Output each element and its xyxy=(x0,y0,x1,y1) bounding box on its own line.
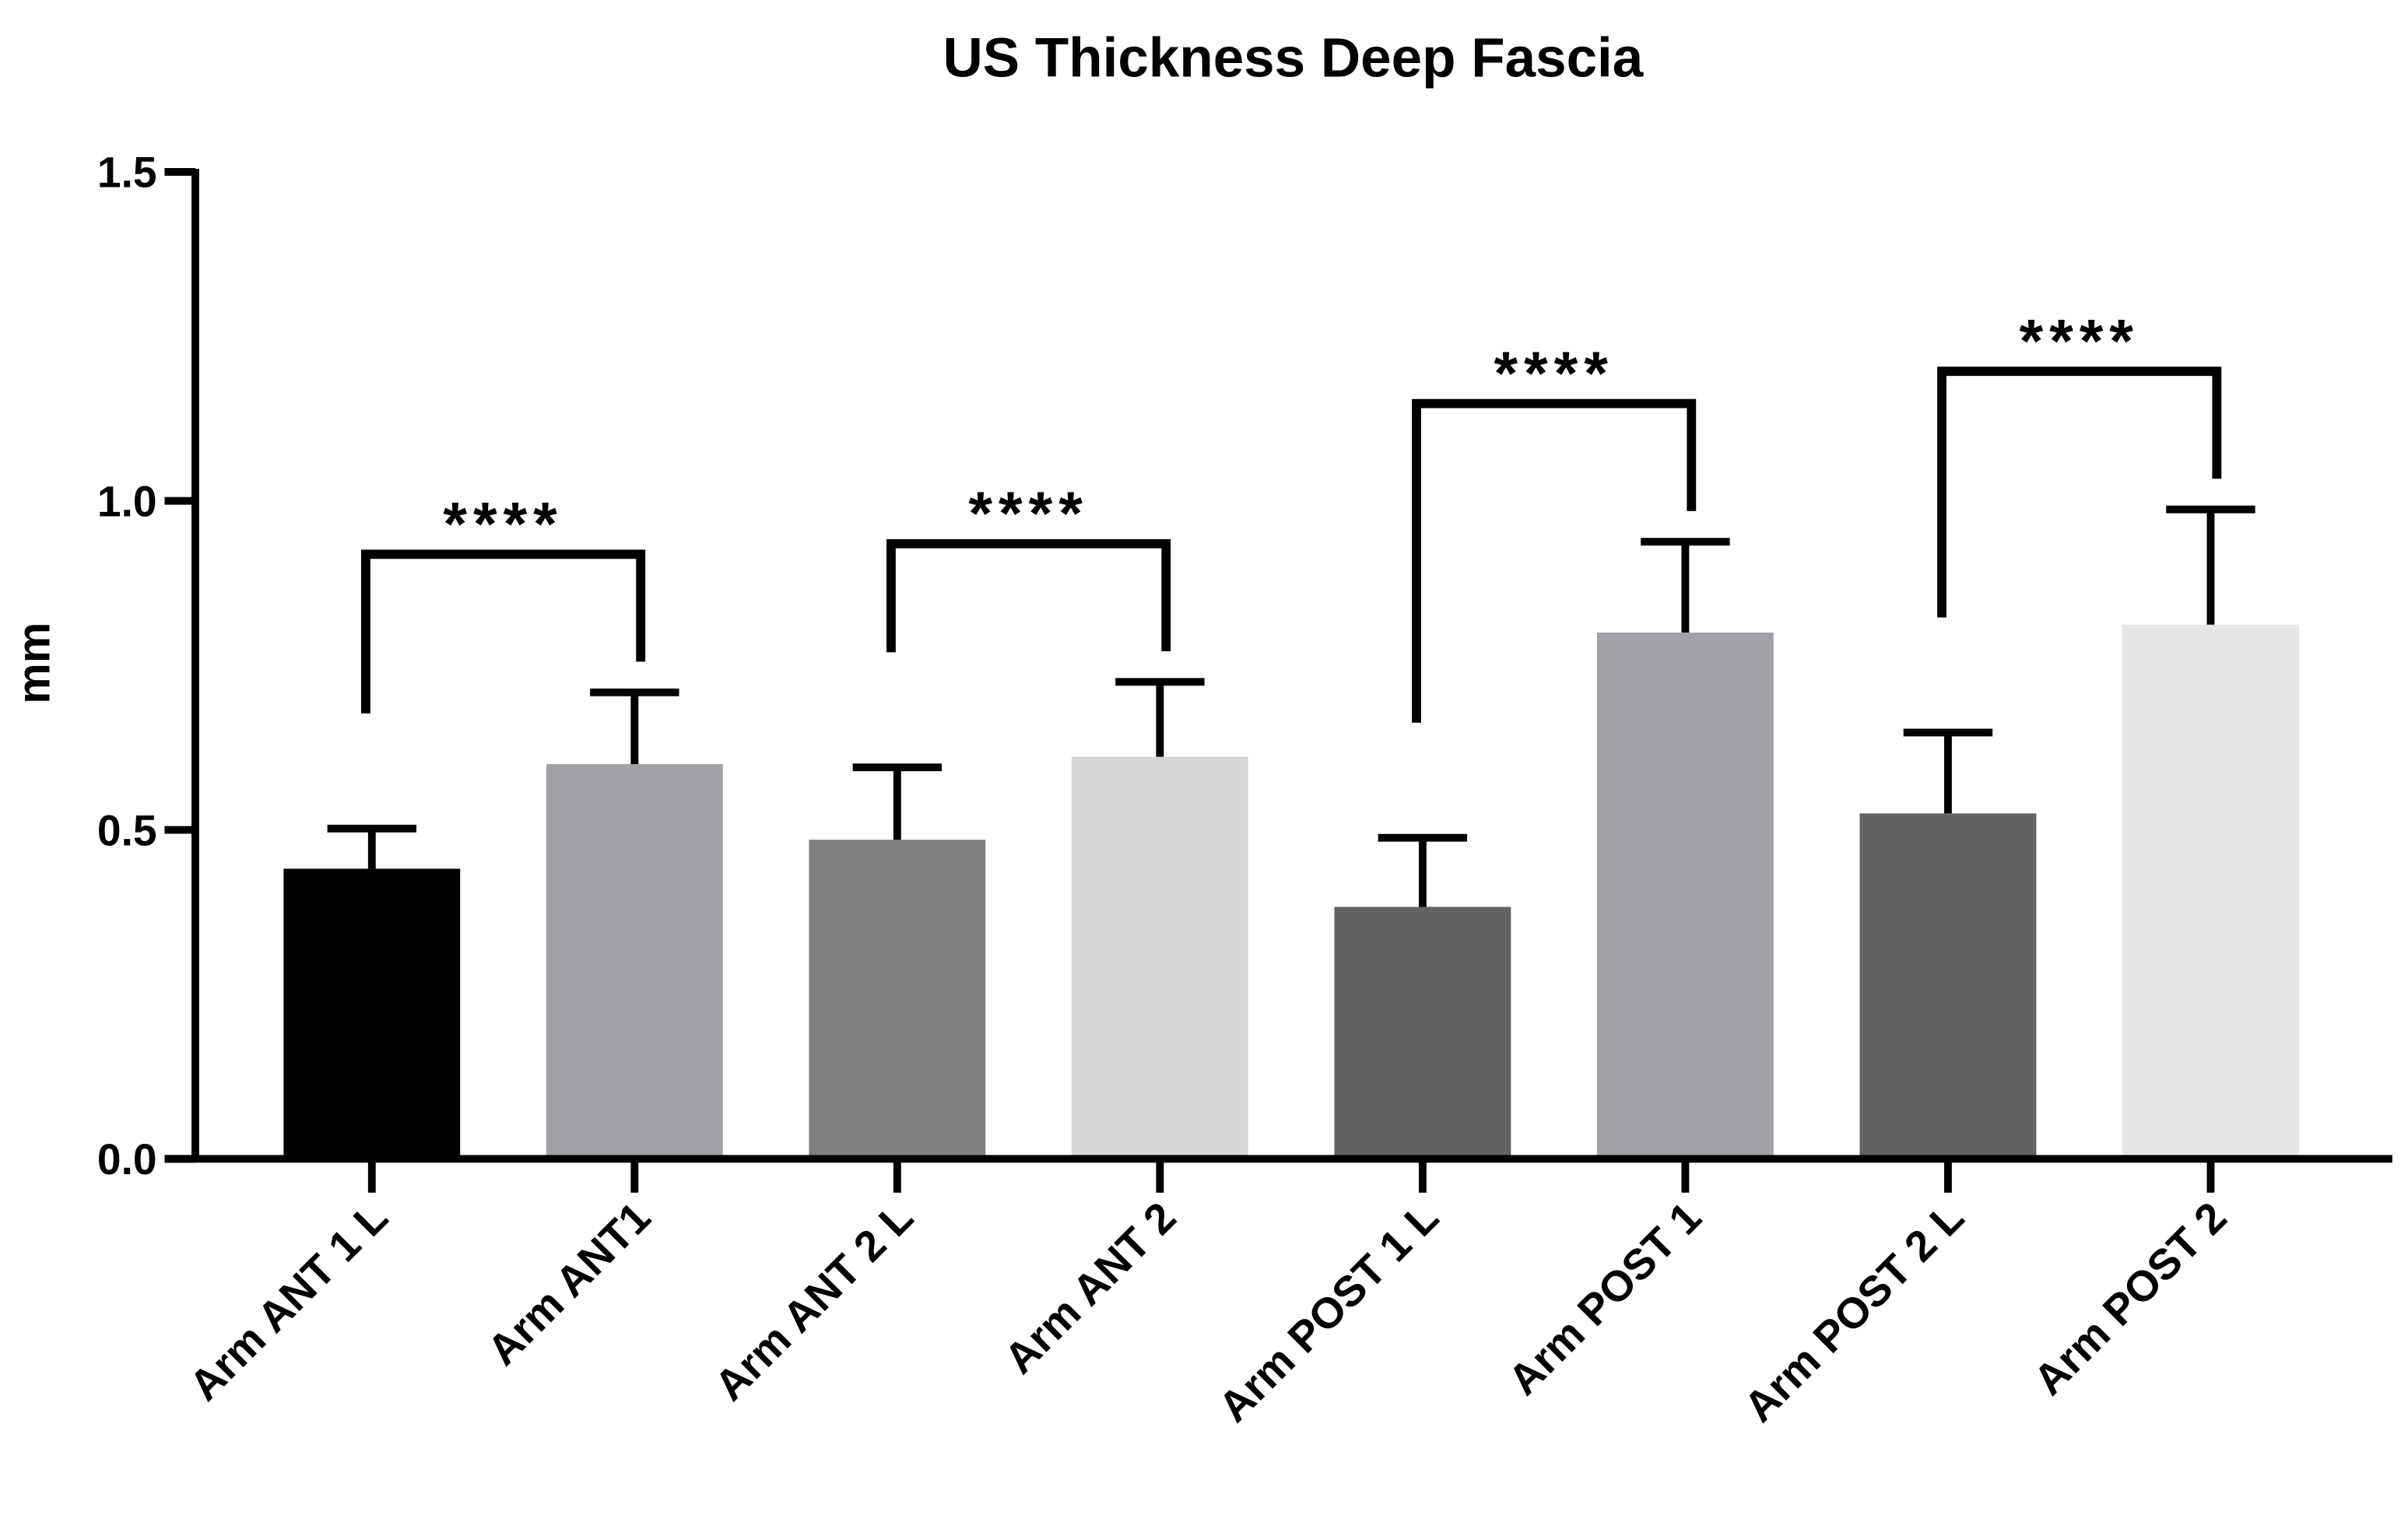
error-bar xyxy=(1115,678,1205,757)
y-tick-label: 1.0 xyxy=(97,477,157,525)
bar xyxy=(546,763,723,1159)
bar xyxy=(283,868,461,1159)
bar xyxy=(1859,813,2037,1159)
y-axis-label: mm xyxy=(8,622,60,704)
x-tick-label: Arm ANT 1 L xyxy=(180,1193,397,1410)
x-tick-label: Arm POST 2 xyxy=(2024,1193,2236,1405)
error-bar xyxy=(1903,728,1993,814)
significance-bracket xyxy=(361,549,646,714)
significance-bracket xyxy=(1937,366,2222,618)
error-bar xyxy=(2166,505,2255,625)
error-bar xyxy=(590,688,679,764)
significance-label: **** xyxy=(2020,307,2139,375)
x-tick-label: Arm ANT 2 xyxy=(995,1193,1185,1383)
x-tick-label: Arm POST 1 L xyxy=(1209,1193,1448,1431)
x-tick-label: Arm ANT1 xyxy=(478,1193,659,1374)
x-tick-label: Arm ANT 2 L xyxy=(705,1193,922,1410)
error-bar xyxy=(852,763,942,840)
error-bar xyxy=(1641,538,1730,633)
bar xyxy=(1071,756,1248,1159)
significance-bracket xyxy=(1412,398,1697,723)
significance-label: **** xyxy=(968,479,1088,548)
error-bar xyxy=(1378,833,1468,907)
significance-bracket xyxy=(886,538,1171,653)
x-tick-label: Arm POST 2 L xyxy=(1735,1193,1973,1431)
bar xyxy=(1596,632,1774,1159)
error-bar xyxy=(327,824,417,869)
significance-label: **** xyxy=(1494,339,1613,408)
y-tick-label: 0.5 xyxy=(97,806,157,854)
bar xyxy=(809,840,986,1159)
x-tick-label: Arm POST 1 xyxy=(1499,1193,1711,1405)
y-tick-label: 1.5 xyxy=(97,149,157,197)
bar xyxy=(1334,907,1511,1159)
significance-label: **** xyxy=(443,489,563,558)
chart-title: US Thickness Deep Fascia xyxy=(943,28,1644,89)
y-tick-label: 0.0 xyxy=(97,1135,157,1184)
bar xyxy=(2122,624,2299,1159)
